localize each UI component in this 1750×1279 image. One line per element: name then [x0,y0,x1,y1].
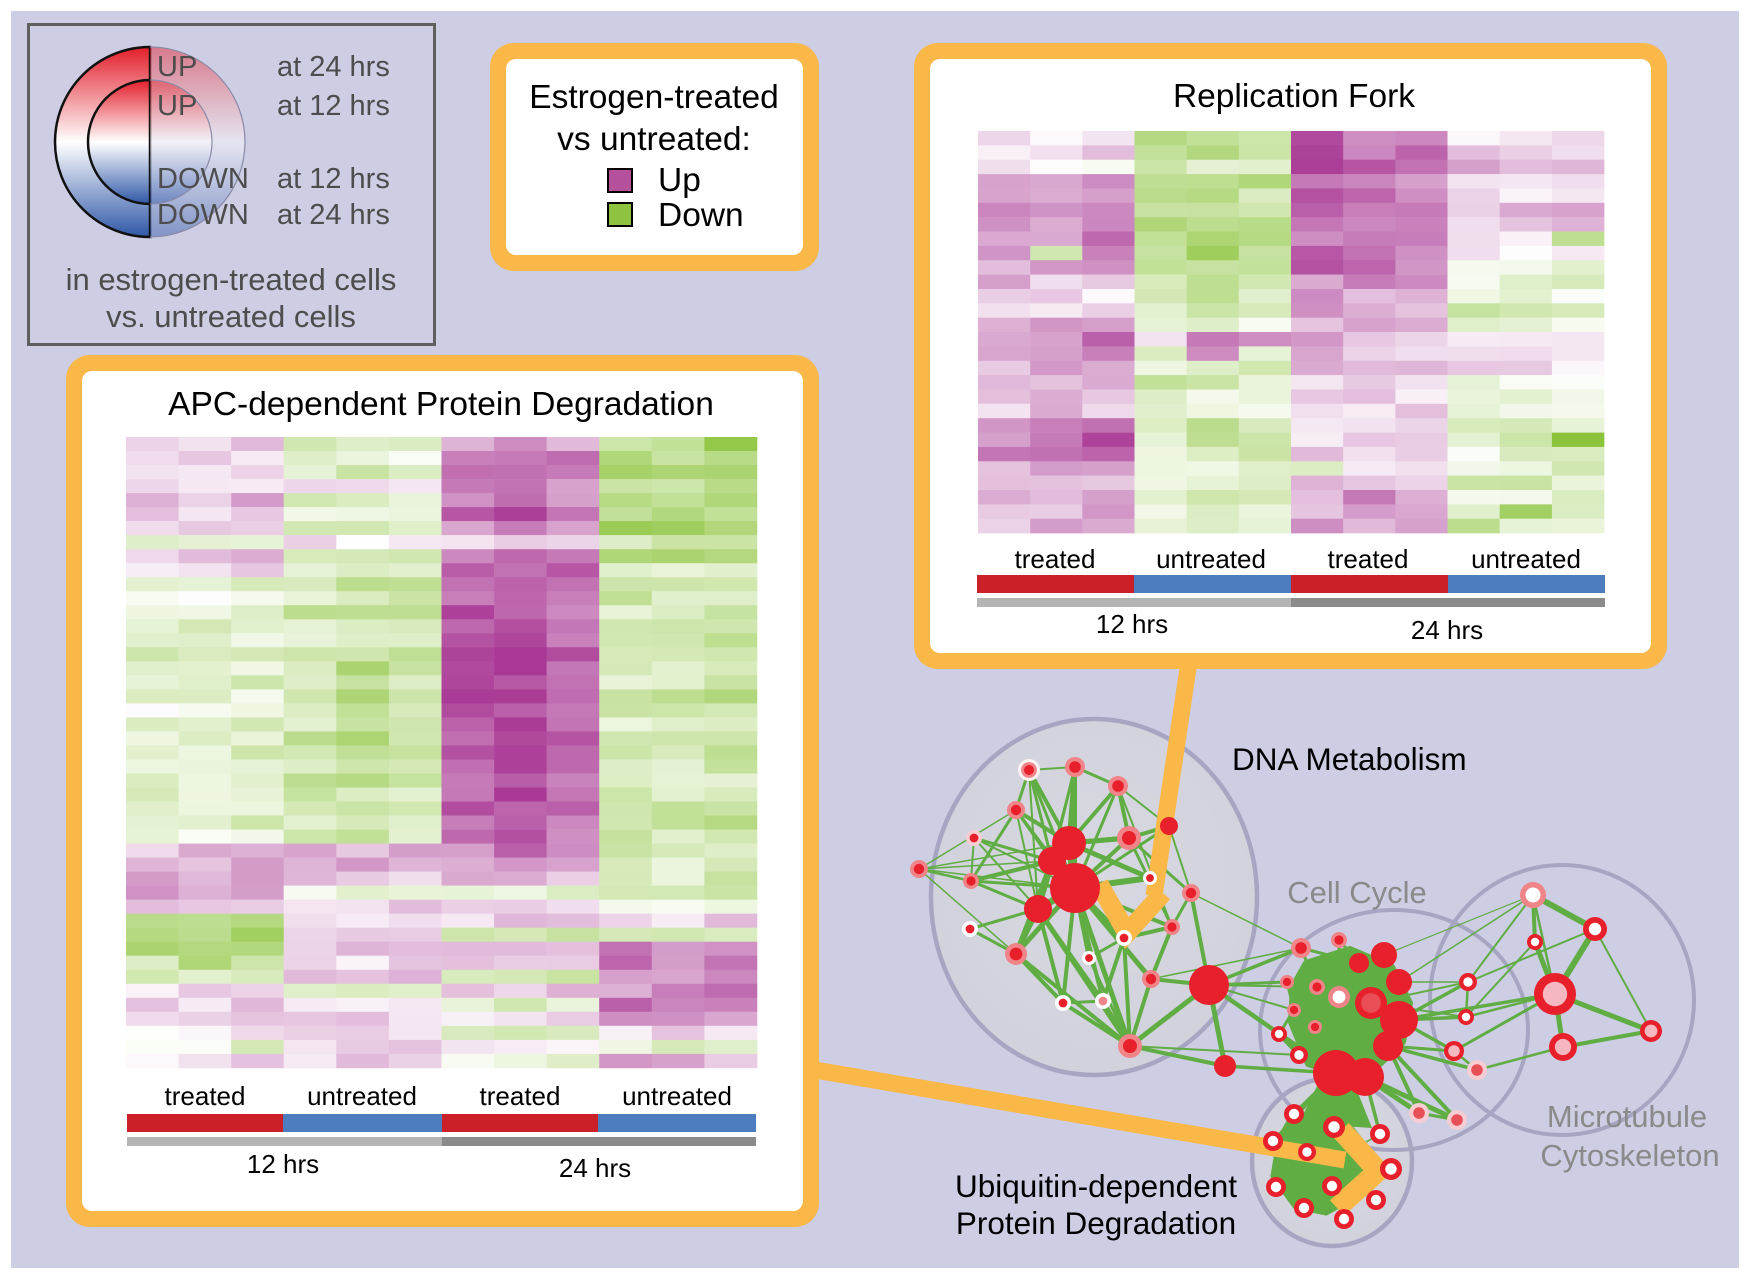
svg-text:Cytoskeleton: Cytoskeleton [1540,1138,1719,1173]
svg-text:Estrogen-treated: Estrogen-treated [529,79,779,116]
svg-text:12 hrs: 12 hrs [1096,609,1168,639]
svg-text:12 hrs: 12 hrs [247,1149,319,1179]
svg-text:treated: treated [1015,544,1096,574]
svg-text:Down: Down [658,197,744,234]
svg-text:at 24 hrs: at 24 hrs [277,199,390,231]
svg-text:untreated: untreated [307,1081,417,1111]
svg-text:treated: treated [165,1081,246,1111]
svg-text:vs. untreated cells: vs. untreated cells [106,299,356,334]
svg-text:UP: UP [157,90,197,122]
svg-text:DOWN: DOWN [157,199,249,231]
svg-text:Protein Degradation: Protein Degradation [956,1205,1236,1241]
svg-text:at 24 hrs: at 24 hrs [277,51,390,83]
svg-text:at 12 hrs: at 12 hrs [277,163,390,195]
svg-text:in estrogen-treated cells: in estrogen-treated cells [66,262,397,297]
svg-text:UP: UP [157,51,197,83]
svg-text:untreated: untreated [1156,544,1266,574]
svg-text:treated: treated [480,1081,561,1111]
svg-text:24 hrs: 24 hrs [559,1153,631,1183]
svg-text:Ubiquitin-dependent: Ubiquitin-dependent [955,1168,1237,1204]
svg-text:DOWN: DOWN [157,163,249,195]
svg-text:at 12 hrs: at 12 hrs [277,90,390,122]
svg-text:Replication Fork: Replication Fork [1173,78,1415,115]
svg-text:treated: treated [1328,544,1409,574]
svg-text:vs untreated:: vs untreated: [557,121,751,158]
svg-text:DNA Metabolism: DNA Metabolism [1232,741,1467,777]
svg-text:Cell Cycle: Cell Cycle [1287,875,1427,910]
svg-text:APC-dependent Protein Degradat: APC-dependent Protein Degradation [168,386,714,423]
svg-text:Up: Up [658,162,701,199]
svg-text:untreated: untreated [622,1081,732,1111]
svg-text:24 hrs: 24 hrs [1411,615,1483,645]
svg-text:untreated: untreated [1471,544,1581,574]
svg-text:Microtubule: Microtubule [1547,1099,1707,1134]
